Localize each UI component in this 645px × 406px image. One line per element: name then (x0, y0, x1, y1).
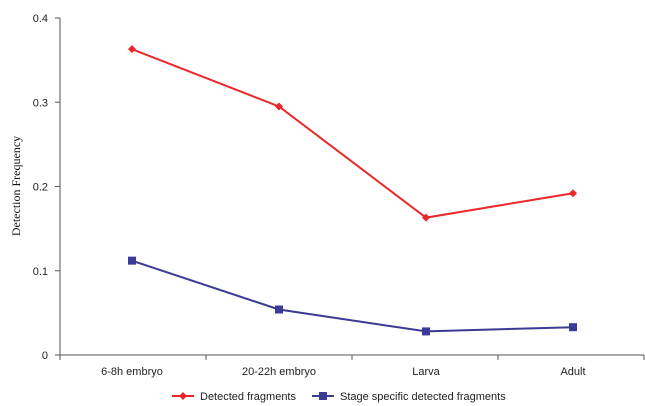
x-tick-label: Larva (412, 366, 440, 378)
data-point (422, 327, 430, 336)
series-line-1 (131, 48, 574, 219)
data-point (422, 213, 430, 222)
series-line-2 (131, 259, 574, 333)
y-axis-title: Detection Frequency (9, 136, 23, 236)
y-tick-label: 0.3 (33, 97, 48, 109)
y-tick-label: 0.2 (33, 182, 48, 194)
x-tick-label: 6-8h embryo (101, 366, 163, 378)
series-layer (128, 45, 577, 336)
data-point (569, 323, 577, 332)
legend-label: Stage specific detected fragments (340, 391, 506, 403)
legend-marker (319, 392, 327, 400)
data-point (275, 305, 283, 314)
legend-label: Detected fragments (200, 391, 296, 403)
data-point (128, 256, 136, 265)
data-point (128, 45, 136, 54)
y-axis: 0 0.1 0.2 0.3 0.4 (33, 13, 61, 362)
x-tick-label: 20-22h embryo (242, 366, 316, 378)
y-tick-label: 0.4 (33, 13, 48, 25)
data-point (275, 102, 283, 111)
x-axis: 6-8h embryo 20-22h embryo Larva Adult (59, 354, 645, 378)
legend-marker (179, 392, 187, 400)
y-tick-label: 0 (42, 350, 48, 362)
data-point (569, 189, 577, 198)
legend: Detected fragments Stage specific detecte… (172, 391, 506, 403)
x-tick-label: Adult (560, 366, 585, 378)
y-tick-label: 0.1 (33, 266, 48, 278)
